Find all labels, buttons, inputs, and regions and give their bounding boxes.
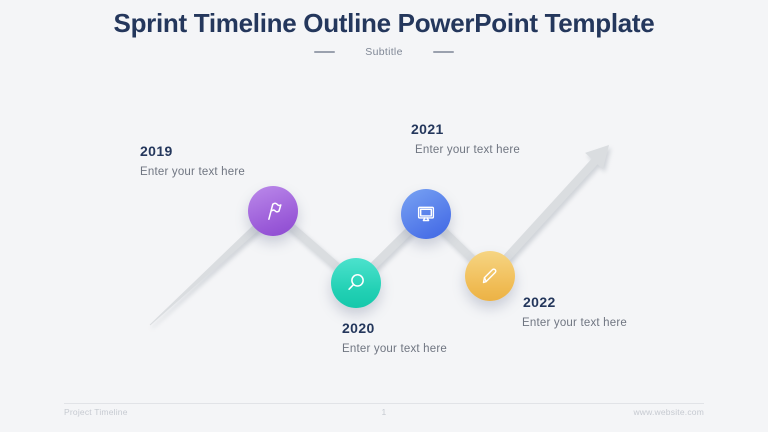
subtitle: Subtitle [365, 46, 403, 58]
milestone-year: 2020 [342, 320, 375, 336]
milestone-label-2021: 2021 Enter your text here [411, 121, 520, 156]
milestone-text[interactable]: Enter your text here [522, 317, 627, 329]
milestone-label-2022: 2022 Enter your text here [522, 294, 627, 329]
monitor-icon [413, 201, 439, 227]
milestone-year: 2021 [411, 121, 444, 137]
milestone-year: 2019 [140, 143, 173, 159]
milestone-node-2020[interactable] [331, 258, 381, 308]
footer-page-number: 1 [381, 407, 387, 417]
milestone-year: 2022 [523, 294, 556, 310]
pencil-icon [477, 263, 503, 289]
footer-right-text: www.website.com [633, 407, 704, 417]
magnifier-icon [343, 270, 369, 296]
milestone-node-2021[interactable] [401, 189, 451, 239]
footer-left-text: Project Timeline [64, 407, 128, 417]
subtitle-row: Subtitle [0, 46, 768, 58]
milestone-node-2022[interactable] [465, 251, 515, 301]
flag-icon [260, 198, 286, 224]
milestone-text[interactable]: Enter your text here [140, 166, 245, 178]
page-title: Sprint Timeline Outline PowerPoint Templ… [113, 8, 655, 38]
subtitle-left-dash [314, 51, 336, 53]
footer-divider [64, 403, 704, 404]
milestone-label-2020: 2020 Enter your text here [342, 320, 447, 355]
milestone-label-2019: 2019 Enter your text here [140, 143, 245, 178]
milestone-text[interactable]: Enter your text here [415, 144, 520, 156]
subtitle-right-dash [432, 51, 454, 53]
milestone-text[interactable]: Enter your text here [342, 343, 447, 355]
milestone-node-2019[interactable] [248, 186, 298, 236]
